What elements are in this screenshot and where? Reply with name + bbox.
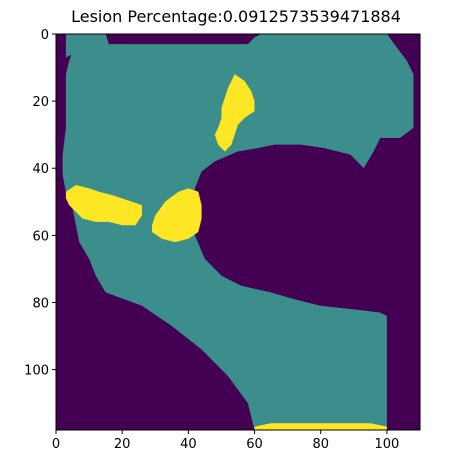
plot-area xyxy=(55,33,421,431)
x-tick-label: 40 xyxy=(180,437,197,452)
chart-title: Lesion Percentage:0.0912573539471884 xyxy=(71,7,401,26)
region-class-0-2 xyxy=(195,128,414,316)
x-tick-label: 100 xyxy=(374,437,399,452)
y-tick-label: 0 xyxy=(41,28,49,43)
region-class-1-1 xyxy=(62,34,414,430)
y-axis: 0 20 40 60 80 100 xyxy=(24,28,56,379)
x-tick-label: 0 xyxy=(52,437,60,452)
x-tick-label: 80 xyxy=(312,437,329,452)
y-tick-label: 80 xyxy=(32,296,49,311)
regions-layer xyxy=(62,34,414,430)
plot-frame xyxy=(55,33,421,431)
x-axis: 0 20 40 60 80 100 xyxy=(52,430,399,452)
x-tick-label: 60 xyxy=(246,437,263,452)
y-tick-label: 100 xyxy=(24,364,49,379)
region-class-2-6 xyxy=(254,423,387,430)
y-tick-label: 60 xyxy=(32,229,49,244)
region-class-2-4 xyxy=(65,185,142,226)
region-class-2-3 xyxy=(214,74,255,152)
y-tick-label: 40 xyxy=(32,162,49,177)
region-class-2-5 xyxy=(152,188,202,243)
x-tick-label: 20 xyxy=(114,437,131,452)
y-tick-label: 20 xyxy=(32,95,49,110)
